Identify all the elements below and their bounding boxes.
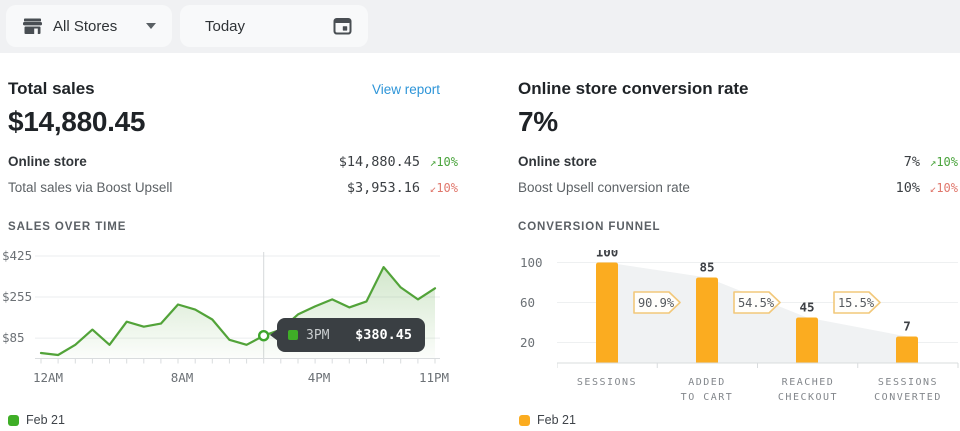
trend-up-icon: ↗	[929, 156, 937, 169]
svg-text:54.5%: 54.5%	[738, 296, 775, 310]
tooltip-value: $380.45	[355, 327, 412, 343]
y-axis-tick-label: $255	[2, 289, 33, 304]
date-range-button[interactable]: Today	[180, 5, 368, 47]
chevron-down-icon	[146, 23, 156, 29]
conversion-rate-title: Online store conversion rate	[518, 79, 749, 98]
store-selector-button[interactable]: All Stores	[6, 5, 172, 47]
y-axis-tick-label: $425	[2, 248, 33, 263]
series-swatch-icon	[288, 330, 298, 340]
store-selector-label: All Stores	[53, 17, 118, 35]
funnel-legend: Feb 21	[519, 413, 576, 427]
metric-delta: ↙10%	[929, 181, 958, 195]
x-axis-tick-label: 4PM	[307, 370, 331, 385]
svg-text:7: 7	[903, 319, 911, 334]
metric-row-boost-upsell-sales: Total sales via Boost Upsell $3,953.16 ↙…	[8, 180, 458, 200]
y-axis-tick-label: 60	[520, 295, 536, 310]
svg-text:100: 100	[596, 250, 619, 260]
x-axis-tick-label: 8AM	[170, 370, 194, 385]
metric-value: 7%	[903, 154, 920, 170]
svg-text:45: 45	[799, 300, 814, 315]
metric-label: Online store	[8, 154, 87, 169]
metric-delta: ↙10%	[429, 181, 458, 195]
trend-up-icon: ↗	[429, 156, 437, 169]
conversion-rate-value: 7%	[518, 106, 558, 137]
metric-row-online-store-rate: Online store 7% ↗10%	[518, 154, 958, 174]
tooltip-time: 3PM	[306, 327, 330, 343]
svg-text:90.9%: 90.9%	[638, 296, 675, 310]
metric-label: Boost Upsell conversion rate	[518, 180, 690, 195]
metric-label: Total sales via Boost Upsell	[8, 180, 173, 195]
svg-text:15.5%: 15.5%	[838, 296, 875, 310]
view-report-link[interactable]: View report	[371, 82, 440, 97]
calendar-icon	[332, 16, 353, 36]
total-sales-title: Total sales	[8, 79, 95, 98]
conversion-funnel-heading: CONVERSION FUNNEL	[518, 221, 661, 233]
total-sales-value: $14,880.45	[8, 106, 146, 137]
y-axis-tick-label: 20	[520, 335, 536, 350]
metric-value: $14,880.45	[338, 154, 420, 170]
funnel-chart-svg[interactable]: 100 85 45 7 90.9% 54.5% 15.5%	[557, 250, 960, 368]
trend-down-icon: ↙	[929, 182, 937, 195]
metric-row-boost-upsell-rate: Boost Upsell conversion rate 10% ↙10%	[518, 180, 958, 200]
x-axis-category-label: ADDED TO CART	[680, 377, 734, 403]
metric-delta: ↗10%	[429, 155, 458, 169]
legend-swatch-icon	[519, 414, 530, 426]
x-axis-category-label: REACHED CHECKOUT	[777, 377, 839, 403]
x-axis-category-label: SESSIONS CONVERTED	[874, 377, 942, 403]
sales-legend: Feb 21	[8, 413, 65, 427]
topbar: All Stores Today	[0, 0, 960, 53]
metric-delta: ↗10%	[929, 155, 958, 169]
store-icon	[22, 17, 43, 36]
svg-text:85: 85	[699, 260, 714, 275]
trend-down-icon: ↙	[429, 182, 437, 195]
sales-over-time-heading: SALES OVER TIME	[8, 221, 127, 233]
legend-swatch-icon	[8, 414, 19, 426]
legend-label: Feb 21	[26, 413, 65, 427]
chart-tooltip: 3PM $380.45	[270, 318, 425, 352]
y-axis-tick-label: 100	[520, 255, 543, 270]
x-axis-category-label: SESSIONS	[576, 377, 638, 388]
metric-row-online-store-sales: Online store $14,880.45 ↗10%	[8, 154, 458, 174]
metric-value: 10%	[895, 180, 920, 196]
legend-label: Feb 21	[537, 413, 576, 427]
metric-label: Online store	[518, 154, 597, 169]
date-range-label: Today	[205, 17, 246, 35]
metric-value: $3,953.16	[346, 180, 420, 196]
x-axis-tick-label: 12AM	[32, 370, 64, 385]
x-axis-tick-label: 11PM	[418, 370, 450, 385]
y-axis-tick-label: $85	[2, 330, 25, 345]
